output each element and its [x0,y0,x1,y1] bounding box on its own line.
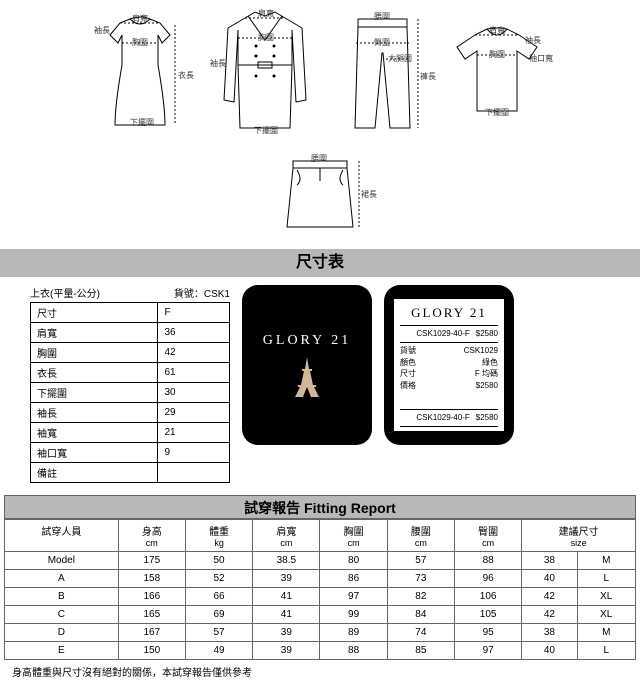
label-sleeve: 袖長 [210,58,226,69]
label-shoulder: 肩寬 [489,25,505,36]
garment-skirt: 腰圍 裙長 [275,155,365,235]
label-shoulder: 肩寬 [258,8,274,19]
label-length: 衣長 [178,70,194,81]
tag-fields: 貨號CSK1029顏色綠色尺寸F 均碼價格$2580 [400,346,498,391]
tag-brand: GLORY 21 [400,305,498,321]
label-waist: 腰圍 [374,11,390,22]
tag-price-bot: $2580 [476,413,498,423]
garment-dress: 肩寬 胸圍 下擺圍 衣長 袖長 [90,15,190,130]
size-caption-left: 上衣(平量-公分) [30,285,100,300]
label-thigh: 大腿圍 [388,53,412,64]
brand-card: GLORY 21 [242,285,372,445]
label-waist: 腰圍 [311,153,327,164]
price-tag-card: GLORY 21 CSK1029-40-F $2580 貨號CSK1029顏色綠… [384,285,514,445]
middle-row: 上衣(平量-公分) 貨號：CSK1 尺寸F肩寬36胸圍42衣長61下擺圍30袖長… [0,281,640,487]
fitting-report: 試穿報告 Fitting Report 試穿人員 身高cm體重kg肩寬cm胸圍c… [4,495,636,683]
label-sleeve: 袖長 [525,35,541,46]
measurement-diagrams: 肩寬 胸圍 下擺圍 衣長 袖長 肩寬 胸圍 下擺圍 袖長 [0,0,640,245]
size-table: 尺寸F肩寬36胸圍42衣長61下擺圍30袖長29袖寬21袖口寬9備註 [30,302,230,483]
label-pantlen: 褲長 [420,71,436,82]
label-hem: 下擺圍 [485,107,509,118]
tag-sku-top: CSK1029-40-F [416,329,469,339]
label-chest: 胸圍 [489,49,505,60]
label-shoulder: 肩寬 [132,13,148,24]
label-hip: 臀圍 [374,37,390,48]
garment-pants: 腰圍 臀圍 大腿圍 褲長 [340,13,425,133]
label-chest: 胸圍 [132,37,148,48]
label-hem: 下擺圍 [130,117,154,128]
fitting-title: 試穿報告 Fitting Report [4,495,636,519]
size-section-title: 尺寸表 [0,249,640,277]
size-caption-right: 貨號：CSK1 [174,285,230,300]
label-hem: 下擺圍 [254,125,278,136]
garment-tee: 肩寬 胸圍 下擺圍 袖長 袖口寬 [445,25,550,120]
fitting-table: 試穿人員 身高cm體重kg肩寬cm胸圍cm腰圍cm臀圍cm建議尺寸sizeMod… [4,519,636,660]
garment-coat: 肩寬 胸圍 下擺圍 袖長 [210,10,320,135]
label-sleeve: 袖長 [94,25,110,36]
disclaimer: 身高體重與尺寸沒有絕對的關係，本試穿報告僅供參考 [4,660,636,683]
brand-logo-text: GLORY 21 [263,333,351,349]
eiffel-icon [293,357,321,397]
label-skirtlen: 裙長 [361,189,377,200]
label-cuff: 袖口寬 [529,53,553,64]
tag-price-top: $2580 [476,329,498,339]
size-table-wrap: 上衣(平量-公分) 貨號：CSK1 尺寸F肩寬36胸圍42衣長61下擺圍30袖長… [30,285,230,483]
tag-sku-bot: CSK1029-40-F [416,413,469,423]
label-chest: 胸圍 [258,32,274,43]
size-caption: 上衣(平量-公分) 貨號：CSK1 [30,285,230,300]
price-tag-inner: GLORY 21 CSK1029-40-F $2580 貨號CSK1029顏色綠… [394,299,504,431]
